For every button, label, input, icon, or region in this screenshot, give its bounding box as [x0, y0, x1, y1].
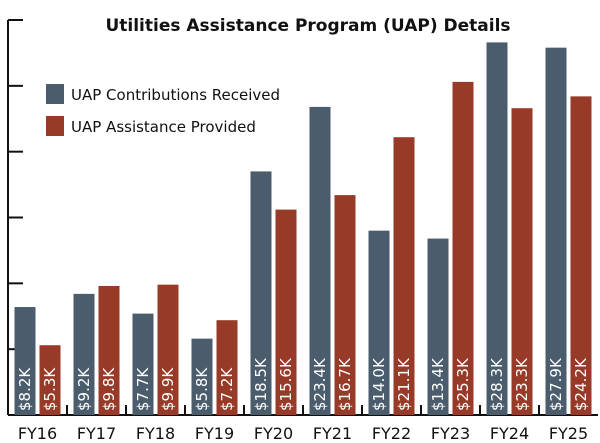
- legend-swatch: [46, 84, 64, 104]
- data-label: $24.2K: [572, 357, 590, 411]
- legend-label: UAP Assistance Provided: [71, 118, 256, 136]
- x-tick-label: FY22: [372, 424, 411, 443]
- bar: [14, 307, 36, 415]
- bar: [393, 137, 415, 415]
- bar: [157, 284, 179, 415]
- data-label: $28.3K: [488, 357, 506, 411]
- data-label: $25.3K: [454, 357, 472, 411]
- data-label: $5.3K: [41, 367, 59, 411]
- data-label: $9.2K: [75, 367, 93, 411]
- bar: [39, 345, 61, 415]
- data-label: $9.8K: [100, 367, 118, 411]
- x-tick-label: FY19: [195, 424, 234, 443]
- bar: [334, 195, 356, 415]
- data-label: $23.3K: [513, 357, 531, 411]
- bar: [570, 96, 592, 415]
- data-label: $16.7K: [336, 357, 354, 411]
- bar: [309, 106, 331, 416]
- bar: [545, 47, 567, 416]
- data-label: $13.4K: [429, 357, 447, 411]
- bar: [216, 320, 238, 415]
- legend-label: UAP Contributions Received: [71, 86, 280, 104]
- bar: [73, 293, 95, 415]
- x-tick-label: FY18: [136, 424, 175, 443]
- chart-title: Utilities Assistance Program (UAP) Detai…: [105, 16, 510, 36]
- data-label: $7.2K: [218, 367, 236, 411]
- data-label: $23.4K: [311, 357, 329, 411]
- data-label: $8.2K: [16, 367, 34, 411]
- x-tick-label: FY25: [549, 424, 588, 443]
- data-label: $7.7K: [134, 367, 152, 411]
- data-label: $14.0K: [370, 357, 388, 411]
- data-label: $5.8K: [193, 367, 211, 411]
- bar: [250, 171, 272, 415]
- bar: [132, 313, 154, 415]
- x-tick-label: FY23: [431, 424, 470, 443]
- x-tick-label: FY16: [18, 424, 57, 443]
- data-label: $18.5K: [252, 357, 270, 411]
- data-label: $27.9K: [547, 357, 565, 411]
- bar: [452, 81, 474, 415]
- bar: [486, 42, 508, 416]
- data-label: $9.9K: [159, 367, 177, 411]
- data-label: $15.6K: [277, 357, 295, 411]
- bar: [511, 108, 533, 415]
- bar: [275, 209, 297, 415]
- x-tick-label: FY20: [254, 424, 293, 443]
- x-tick-label: FY17: [77, 424, 116, 443]
- x-tick-label: FY21: [313, 424, 352, 443]
- legend-swatch: [46, 116, 64, 136]
- legend: UAP Contributions Received UAP Assistance…: [46, 84, 280, 136]
- bar: [98, 285, 120, 415]
- x-tick-label: FY24: [490, 424, 529, 443]
- bar: [368, 230, 390, 415]
- data-label: $21.1K: [395, 357, 413, 411]
- bar: [191, 338, 213, 415]
- bar: [427, 238, 449, 415]
